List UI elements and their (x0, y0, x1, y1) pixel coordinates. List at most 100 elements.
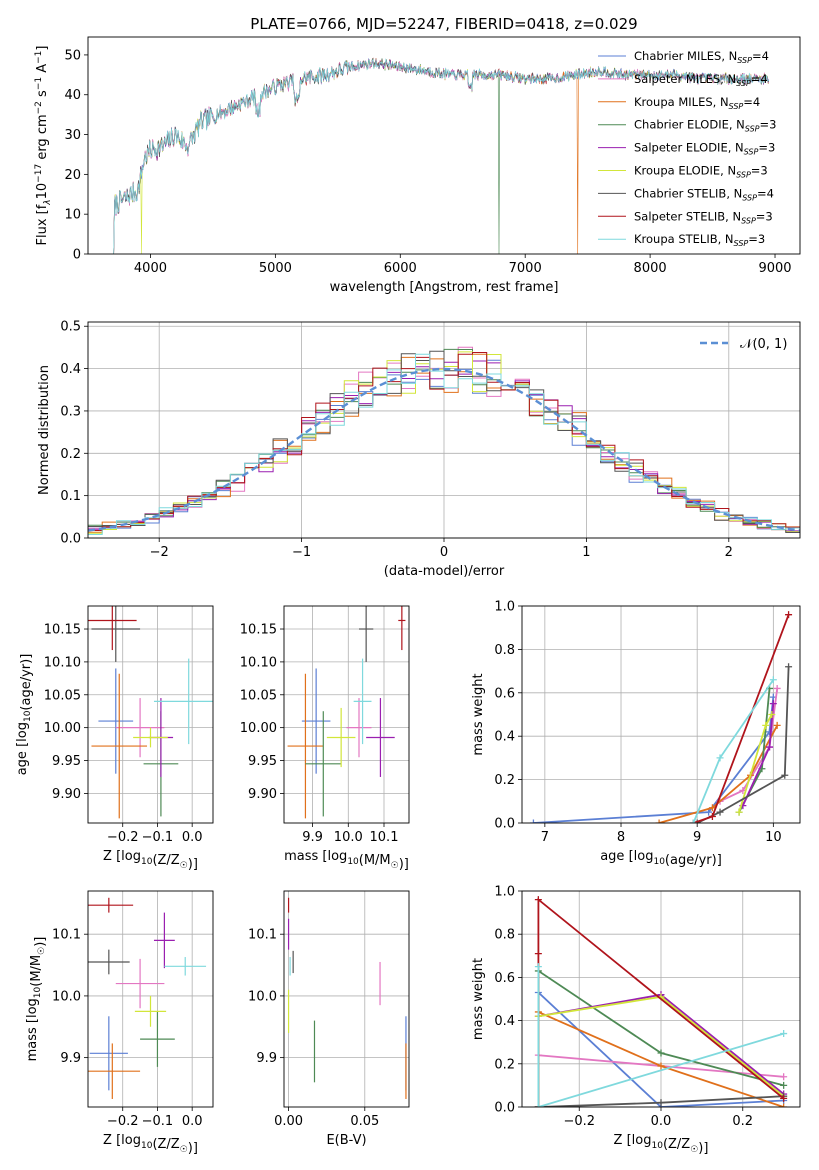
spectrum-panel: 4000 5000 6000 7000 8000 9000 0 10 20 30 40 50 wavel… (34, 36, 801, 295)
label-part: 10 (347, 857, 359, 867)
weight-point-salpeter-stelib (534, 896, 542, 904)
label-part: )] (399, 857, 409, 872)
errorbar-kroupa-stelib (164, 957, 207, 976)
y-tick-label: 9.90 (248, 787, 277, 802)
label-part: mass [ (25, 1018, 40, 1061)
x-tick-label: −0.1 (142, 830, 174, 845)
y-tick-label: 10.10 (240, 655, 277, 670)
errorbar-chabrier-miles (98, 668, 134, 774)
y-tick-label: 0.6 (494, 686, 515, 701)
weight-point-kroupa-stelib (534, 963, 542, 971)
y-tick-label: 0.5 (60, 320, 81, 335)
legend-label-chabrier-miles: Chabrier MILES, NSSP=4 (634, 49, 769, 65)
y-tick-label: 9.95 (248, 754, 277, 769)
weight-point-salpeter-elodie (769, 700, 777, 708)
label-part: Normed distribution (37, 365, 52, 495)
y-tick-label: 0.8 (494, 643, 515, 658)
label-part: A (35, 64, 50, 77)
y-tick-label: 10.0 (248, 989, 277, 1004)
label-part: 10 (33, 986, 43, 998)
spectrum-line-chabrier-elodie (113, 58, 769, 254)
spectrum-line-chabrier-miles (113, 58, 770, 254)
label-part: ☉ (180, 861, 188, 871)
weight-point-kroupa-stelib (716, 754, 724, 762)
x-tick-label: −2 (150, 545, 169, 560)
weight-point-kroupa-elodie (768, 711, 776, 718)
y-tick-label: 0.0 (60, 532, 81, 547)
weight-line-chabrier-stelib (696, 666, 790, 823)
label-part: erg cm (35, 114, 50, 163)
legend-nssp: =3 (758, 141, 775, 155)
errorbar-chabrier-stelib (91, 606, 141, 662)
errorbar-salpeter-stelib (88, 606, 137, 651)
y-axis-label: Flux [fλ10−17 erg cm−2 s−1 A−1] (34, 46, 53, 246)
weight-point-salpeter-stelib (534, 950, 542, 958)
x-axis-label: mass [log10(M/M☉)] (284, 849, 409, 872)
weight-point-chabrier-miles (529, 819, 537, 823)
y-tick-label: 0.4 (494, 730, 515, 745)
errorbar-salpeter-stelib (398, 606, 406, 651)
label-part: ] (35, 46, 50, 51)
legend-nssp: =3 (751, 164, 768, 178)
errorbar-salpeter-miles (115, 958, 165, 1009)
errorbar-kroupa-elodie (133, 727, 168, 748)
weight-line-kroupa-stelib (692, 679, 775, 823)
x-tick-label: −0.2 (107, 830, 139, 845)
x-tick-label: 0.05 (350, 1114, 379, 1129)
legend-sub: SSP (744, 148, 759, 157)
legend-sub: SSP (736, 79, 751, 88)
weight-point-chabrier-stelib (785, 663, 793, 671)
label-part: 10 (141, 1141, 153, 1151)
x-tick-label: 0.0 (182, 1114, 203, 1129)
legend-label-kroupa-miles: Kroupa MILES, NSSP=4 (634, 95, 760, 111)
label-part: (data-model)/error (384, 564, 505, 579)
spectrum-series-group (113, 57, 770, 254)
age-vs-mass-marks (287, 606, 406, 819)
legend-label-chabrier-stelib: Chabrier STELIB, NSSP=4 (634, 186, 774, 202)
label-part: λ (43, 199, 53, 205)
y-tick-label: 9.9 (60, 1051, 81, 1066)
mass-vs-EBV-panel: 0.00 0.05 9.9 10.0 10.1 E(B-V) (248, 890, 410, 1148)
weight-point-kroupa-miles (657, 1062, 665, 1070)
weight-point-chabrier-stelib (781, 771, 789, 779)
label-part: (M/M (359, 853, 391, 868)
axes-frame (87, 605, 214, 824)
label-part: 10 (35, 183, 50, 200)
spectrum-line-kroupa-miles (113, 58, 770, 254)
errorbar-kroupa-stelib (353, 658, 372, 745)
x-axis-label: Z [log10(Z/Z☉)] (103, 849, 198, 872)
legend-label-salpeter-stelib: Salpeter STELIB, NSSP=3 (634, 209, 773, 225)
y-tick-label: 0.4 (494, 1014, 515, 1029)
y-tick-label: 10.1 (52, 928, 81, 943)
spectrum-line-salpeter-stelib (113, 57, 770, 254)
y-axis-label: Normed distribution (37, 365, 52, 495)
errorbar-kroupa-miles (91, 673, 148, 819)
weight-line-salpeter-miles (719, 688, 779, 803)
x-axis-label: (data-model)/error (384, 564, 505, 579)
histogram-group (88, 346, 800, 537)
weight-point-salpeter-miles (773, 684, 781, 692)
y-tick-label: 0.4 (60, 362, 81, 377)
label-part: wavelength [Angstrom, rest frame] (330, 280, 559, 295)
weight-point-salpeter-stelib (780, 1094, 788, 1102)
weight-point-salpeter-miles (780, 1073, 788, 1081)
label-part: −2 (34, 101, 44, 114)
weight-point-chabrier-elodie (780, 1081, 788, 1089)
legend-model: Salpeter STELIB, N (634, 209, 741, 223)
label-part: log (121, 849, 141, 864)
weight-point-kroupa-elodie (762, 721, 770, 729)
y-tick-label: 10.00 (44, 721, 81, 736)
y-tick-label: 10 (64, 208, 81, 223)
x-tick-label: 2 (725, 545, 733, 560)
label-part: )] (698, 1141, 708, 1156)
label-part: ☉ (391, 861, 399, 871)
weight-point-kroupa-miles (780, 1103, 788, 1107)
x-tick-label: 8 (617, 830, 625, 845)
y-axis-label: age [log10(age/yr)] (15, 654, 34, 776)
label-part: ☉ (180, 1145, 188, 1155)
x-tick-label: 0 (440, 545, 448, 560)
x-tick-label: 8000 (634, 261, 667, 276)
y-tick-label: 0.6 (494, 971, 515, 986)
x-tick-label: −1 (292, 545, 311, 560)
